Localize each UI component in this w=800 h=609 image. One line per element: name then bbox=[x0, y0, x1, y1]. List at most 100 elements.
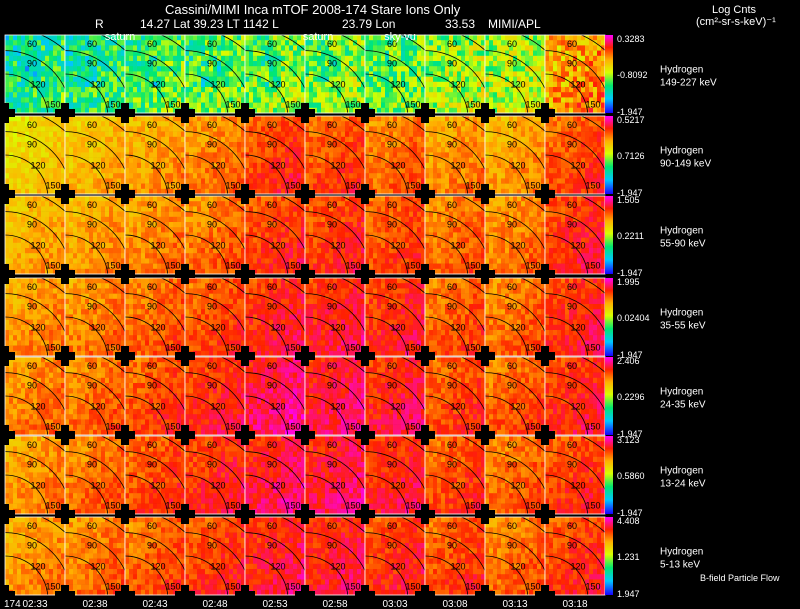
heatmap-panel bbox=[365, 517, 426, 596]
contour-line bbox=[125, 73, 169, 113]
contour-label: 90 bbox=[147, 139, 157, 149]
contour-label: 60 bbox=[327, 39, 337, 49]
contour-label: 120 bbox=[450, 160, 465, 170]
contour-label: 150 bbox=[225, 261, 240, 271]
contour-label: 150 bbox=[45, 343, 60, 353]
contour-label: 60 bbox=[387, 282, 397, 292]
contour-label: 60 bbox=[567, 200, 577, 210]
contour-label: 60 bbox=[327, 282, 337, 292]
contour-label: 90 bbox=[267, 540, 277, 550]
contour-label: 120 bbox=[330, 79, 345, 89]
contour-line bbox=[65, 131, 125, 171]
contour-label: 120 bbox=[570, 322, 585, 332]
contour-line bbox=[125, 451, 185, 491]
cross-marker bbox=[415, 184, 435, 204]
contour-label: 120 bbox=[330, 401, 345, 411]
contour-line bbox=[5, 293, 65, 333]
contour-label: 150 bbox=[525, 422, 540, 432]
time-tick-label: 02:53 bbox=[262, 599, 287, 609]
contour-label: 60 bbox=[507, 361, 517, 371]
colorbar-min-label: 1.947 bbox=[617, 589, 640, 599]
contour-line bbox=[185, 131, 245, 171]
contour-label: 150 bbox=[285, 181, 300, 191]
contour-label: 60 bbox=[267, 521, 277, 531]
contour-line bbox=[125, 131, 185, 171]
contour-label: 90 bbox=[147, 459, 157, 469]
contour-label: 60 bbox=[87, 200, 97, 210]
contour-line bbox=[485, 532, 545, 572]
heatmap-panel bbox=[545, 35, 606, 114]
contour-line bbox=[425, 234, 469, 274]
contour-label: 90 bbox=[27, 380, 37, 390]
contour-label: 120 bbox=[270, 160, 285, 170]
heatmap-panel bbox=[125, 35, 186, 114]
contour-label: 150 bbox=[285, 343, 300, 353]
cross-marker bbox=[235, 346, 255, 366]
contour-label: 150 bbox=[105, 100, 120, 110]
contour-line bbox=[185, 154, 229, 194]
contour-label: 150 bbox=[405, 501, 420, 511]
contour-line bbox=[485, 395, 529, 435]
cross-marker bbox=[175, 103, 195, 123]
contour-label: 120 bbox=[510, 401, 525, 411]
contour-label: 60 bbox=[447, 440, 457, 450]
heatmap-panel bbox=[5, 196, 66, 275]
contour-label: 120 bbox=[390, 561, 405, 571]
contour-label: 60 bbox=[387, 39, 397, 49]
contour-label: 120 bbox=[90, 480, 105, 490]
contour-label: 90 bbox=[267, 58, 277, 68]
cross-marker bbox=[355, 585, 375, 605]
contour-line bbox=[185, 293, 245, 333]
contour-label: 60 bbox=[507, 440, 517, 450]
contour-label: 60 bbox=[267, 361, 277, 371]
contour-label: 90 bbox=[87, 459, 97, 469]
contour-line bbox=[425, 131, 485, 171]
contour-line bbox=[305, 154, 349, 194]
contour-label: 150 bbox=[525, 100, 540, 110]
contour-label: 150 bbox=[285, 100, 300, 110]
contour-label: 90 bbox=[87, 301, 97, 311]
heatmap-panel bbox=[65, 196, 126, 275]
cross-marker bbox=[535, 425, 555, 445]
time-tick-label: 02:58 bbox=[322, 599, 347, 609]
contour-line bbox=[245, 395, 289, 435]
contour-label: 60 bbox=[207, 440, 217, 450]
contour-label: 150 bbox=[45, 100, 60, 110]
contour-line bbox=[5, 532, 65, 572]
heatmap-panel bbox=[305, 278, 366, 357]
cross-marker bbox=[535, 585, 555, 605]
cross-marker bbox=[115, 425, 135, 445]
contour-label: 90 bbox=[207, 219, 217, 229]
cross-marker bbox=[0, 184, 15, 204]
heatmap-panel bbox=[125, 436, 186, 515]
contour-line bbox=[245, 234, 289, 274]
heatmap-panel bbox=[125, 196, 186, 275]
contour-line bbox=[305, 555, 349, 595]
contour-line bbox=[485, 50, 545, 90]
cross-marker bbox=[535, 504, 555, 524]
colorbar bbox=[605, 278, 613, 356]
colorbar-mid-label: 0.2296 bbox=[617, 392, 645, 402]
colorbar-mid-label: 1.231 bbox=[617, 552, 640, 562]
contour-label: 90 bbox=[507, 139, 517, 149]
contour-label: 60 bbox=[27, 200, 37, 210]
contour-line bbox=[425, 451, 485, 491]
contour-line bbox=[425, 154, 469, 194]
cross-marker bbox=[295, 585, 315, 605]
contour-label: 90 bbox=[147, 219, 157, 229]
contour-label: 60 bbox=[447, 521, 457, 531]
contour-label: 120 bbox=[210, 480, 225, 490]
contour-label: 150 bbox=[105, 422, 120, 432]
contour-label: 60 bbox=[207, 282, 217, 292]
contour-label: 150 bbox=[105, 501, 120, 511]
contour-label: 150 bbox=[165, 100, 180, 110]
contour-line bbox=[425, 532, 485, 572]
contour-line bbox=[5, 50, 65, 90]
heatmap-panel bbox=[185, 278, 246, 357]
contour-label: 90 bbox=[387, 139, 397, 149]
heatmap-panel bbox=[125, 278, 186, 357]
contour-label: 150 bbox=[225, 343, 240, 353]
contour-label: 120 bbox=[30, 240, 45, 250]
contour-line bbox=[485, 474, 529, 514]
contour-label: 90 bbox=[267, 301, 277, 311]
